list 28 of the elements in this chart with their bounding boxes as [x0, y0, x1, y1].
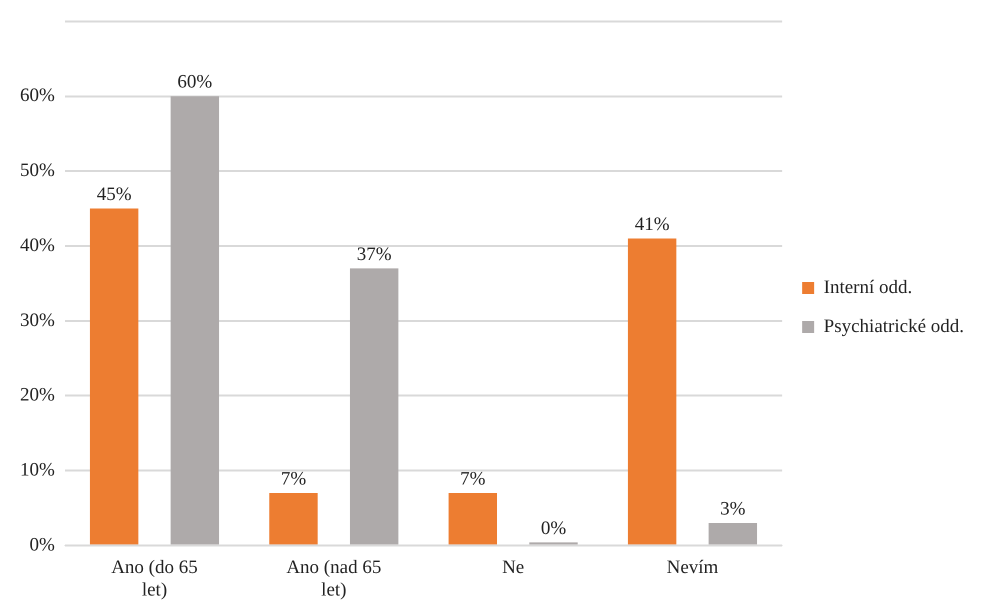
data-label: 37%	[356, 244, 392, 265]
data-label: 0%	[540, 518, 566, 539]
y-tick-label: 10%	[20, 460, 55, 481]
legend-label: Interní odd.	[824, 276, 912, 298]
bar	[90, 208, 138, 544]
x-tick-label: Ne	[502, 556, 524, 578]
y-tick-label: 0%	[30, 534, 55, 556]
data-label: 7%	[280, 468, 306, 490]
bar	[170, 96, 220, 544]
bar	[708, 522, 758, 544]
data-label: 45%	[96, 184, 132, 206]
data-label: 60%	[177, 72, 212, 93]
legend-label: Psychiatrické odd.	[824, 316, 964, 337]
y-tick-label: 20%	[20, 384, 55, 406]
y-tick-label: 60%	[20, 85, 55, 106]
y-tick-label: 50%	[20, 160, 55, 182]
data-label: 3%	[720, 498, 746, 520]
y-tick-label: 30%	[20, 310, 55, 331]
x-tick-label: Nevím	[666, 556, 719, 578]
x-tick-label: Ano (nad 65 let)	[286, 556, 382, 601]
bar	[628, 238, 676, 544]
y-tick-label: 40%	[20, 234, 55, 256]
x-tick-label: Ano (do 65 let)	[111, 556, 198, 601]
data-label: 41%	[634, 214, 670, 235]
bar	[350, 268, 398, 544]
bar	[448, 493, 498, 544]
data-label: 7%	[460, 468, 486, 490]
bar	[269, 493, 318, 544]
